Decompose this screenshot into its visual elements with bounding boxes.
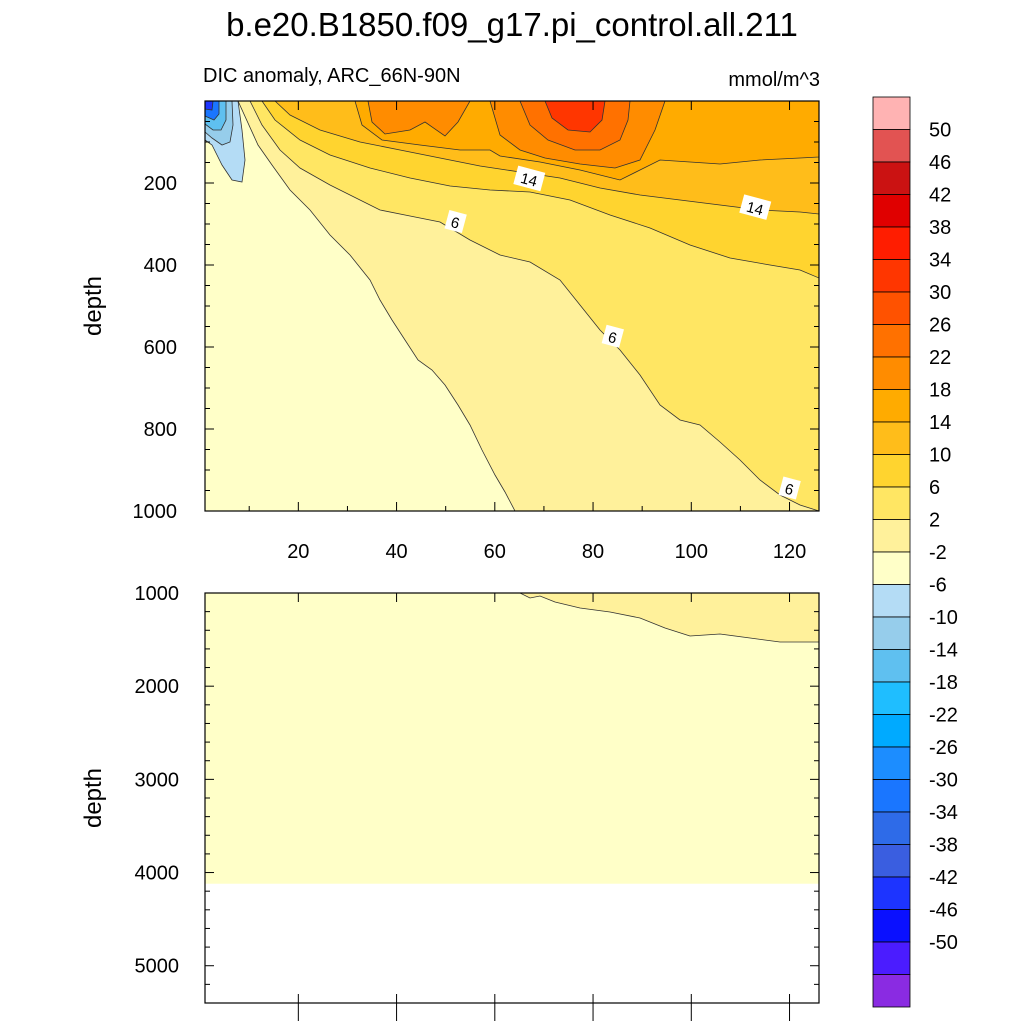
colorbar-label: -34: [929, 802, 958, 824]
contour-label: 14: [519, 170, 540, 191]
x-tick-label: 20: [287, 541, 309, 563]
colorbar-label: 38: [929, 217, 951, 239]
y-tick-label: 1000: [135, 583, 180, 605]
contour-fill-26: [367, 101, 471, 137]
y-tick-label: 600: [144, 337, 177, 359]
colorbar-label: 10: [929, 445, 951, 467]
y-tick-label: 5000: [135, 956, 180, 978]
colorbar-label: -46: [929, 900, 958, 922]
colorbar-label: -50: [929, 932, 958, 954]
contour-label-box: [513, 165, 546, 192]
colorbar-swatch: [872, 421, 911, 455]
colorbar-swatch: [872, 909, 911, 943]
contour-label: 14: [744, 199, 765, 220]
colorbar-swatch: [872, 811, 911, 845]
colorbar-label: 50: [929, 120, 951, 142]
y-tick-label: 400: [144, 255, 177, 277]
colorbar-swatch: [872, 616, 911, 650]
colorbar-label: 30: [929, 282, 951, 304]
contour-fill-neg38: [205, 101, 214, 111]
colorbar-label: 34: [929, 250, 951, 272]
y-tick-label: 3000: [135, 769, 180, 791]
upper-ylabel: depth: [80, 276, 107, 336]
colorbar-swatch: [872, 486, 911, 520]
colorbar-swatch: [872, 161, 911, 195]
lower-fill-2: [205, 593, 819, 884]
colorbar-label: -42: [929, 867, 958, 889]
colorbar-swatch: [872, 519, 911, 553]
colorbar-label: 6: [929, 477, 940, 499]
colorbar-label: 46: [929, 152, 951, 174]
colorbar-label: 22: [929, 347, 951, 369]
lower-axes: 1000 2000 3000 4000 5000: [135, 583, 819, 1021]
colorbar-swatch: [872, 96, 911, 130]
x-tick-label: 40: [385, 541, 407, 563]
colorbar-label: 14: [929, 412, 951, 434]
x-tick-label: 80: [582, 541, 604, 563]
y-tick-label: 4000: [135, 863, 180, 885]
colorbar-label: -38: [929, 835, 958, 857]
colorbar-swatch: [872, 779, 911, 813]
colorbar-swatch: [872, 454, 911, 488]
x-tick-label: 60: [484, 541, 506, 563]
contour-fill-34: [544, 101, 606, 133]
contour-label-box: [601, 324, 624, 348]
colorbar-label: 18: [929, 380, 951, 402]
colorbar-label: -2: [929, 542, 947, 564]
colorbar-swatch: [872, 746, 911, 780]
y-tick-label: 2000: [135, 676, 180, 698]
colorbar-label: -6: [929, 575, 947, 597]
colorbar-swatch: [872, 714, 911, 748]
colorbar-label: -22: [929, 705, 958, 727]
colorbar-label: -30: [929, 770, 958, 792]
colorbar-swatch: [872, 129, 911, 163]
colorbar-swatch: [872, 974, 911, 1008]
x-tick-label: 100: [675, 541, 708, 563]
colorbar-swatch: [872, 584, 911, 618]
colorbar-swatch: [872, 194, 911, 228]
colorbar-swatch: [872, 844, 911, 878]
units-label: mmol/m^3: [728, 69, 820, 91]
colorbar-swatch: [872, 551, 911, 585]
colorbar-swatch: [872, 291, 911, 325]
colorbar-label: 42: [929, 185, 951, 207]
colorbar-label: -10: [929, 607, 958, 629]
colorbar-label: 26: [929, 315, 951, 337]
colorbar-swatch: [872, 226, 911, 260]
plot-title: b.e20.B1850.f09_g17.pi_control.all.211: [226, 6, 798, 43]
colorbar-swatch: [872, 649, 911, 683]
colorbar: 50 46 42 38 34 30 26 22 18 14 10 6 2 -2 -6 -10 -14 -18 -22…: [872, 96, 958, 1008]
colorbar-swatch: [872, 389, 911, 423]
upper-axes: 20 40 60 80 100 120 200 400 600 800 1000: [133, 101, 819, 563]
y-tick-label: 200: [144, 173, 177, 195]
contour-label-box: [739, 194, 772, 220]
colorbar-swatch: [872, 324, 911, 358]
lower-panel: 1000 2000 3000 4000 5000 depth: [80, 583, 820, 1021]
colorbar-label: -18: [929, 672, 958, 694]
colorbar-label: 2: [929, 510, 940, 532]
colorbar-swatch: [872, 681, 911, 715]
lower-fill-6: [519, 593, 819, 643]
colorbar-swatch: [872, 356, 911, 390]
contour-label-box: [444, 209, 467, 233]
y-tick-label: 1000: [133, 501, 178, 523]
plot-subtitle: DIC anomaly, ARC_66N-90N: [203, 65, 461, 87]
contour-label-box: [778, 476, 801, 500]
colorbar-swatch: [872, 259, 911, 293]
colorbar-swatch: [872, 876, 911, 910]
lower-ylabel: depth: [80, 768, 107, 828]
y-tick-label: 800: [144, 419, 177, 441]
x-tick-label: 120: [773, 541, 806, 563]
colorbar-swatch: [872, 941, 911, 975]
colorbar-label: -26: [929, 737, 958, 759]
colorbar-label: -14: [929, 640, 958, 662]
